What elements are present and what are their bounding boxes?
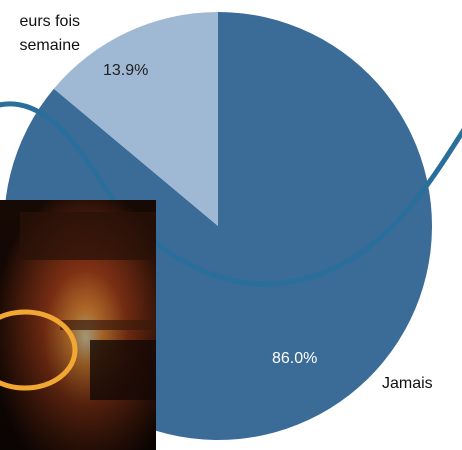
pie-slice-plusieurs-fois-par-semaine [53, 12, 218, 226]
legend-label-minor-line2: semaine [20, 37, 81, 54]
legend-label-major: Jamais [382, 375, 433, 392]
decorative-wave-line [0, 101, 462, 287]
photo-inset [0, 200, 156, 450]
highlight-circle [0, 309, 78, 391]
minor-slice-value-label: 13.9% [103, 62, 148, 79]
major-slice-value-label: 86.0% [272, 350, 317, 367]
legend-label-minor-line1: eurs fois [20, 13, 80, 30]
